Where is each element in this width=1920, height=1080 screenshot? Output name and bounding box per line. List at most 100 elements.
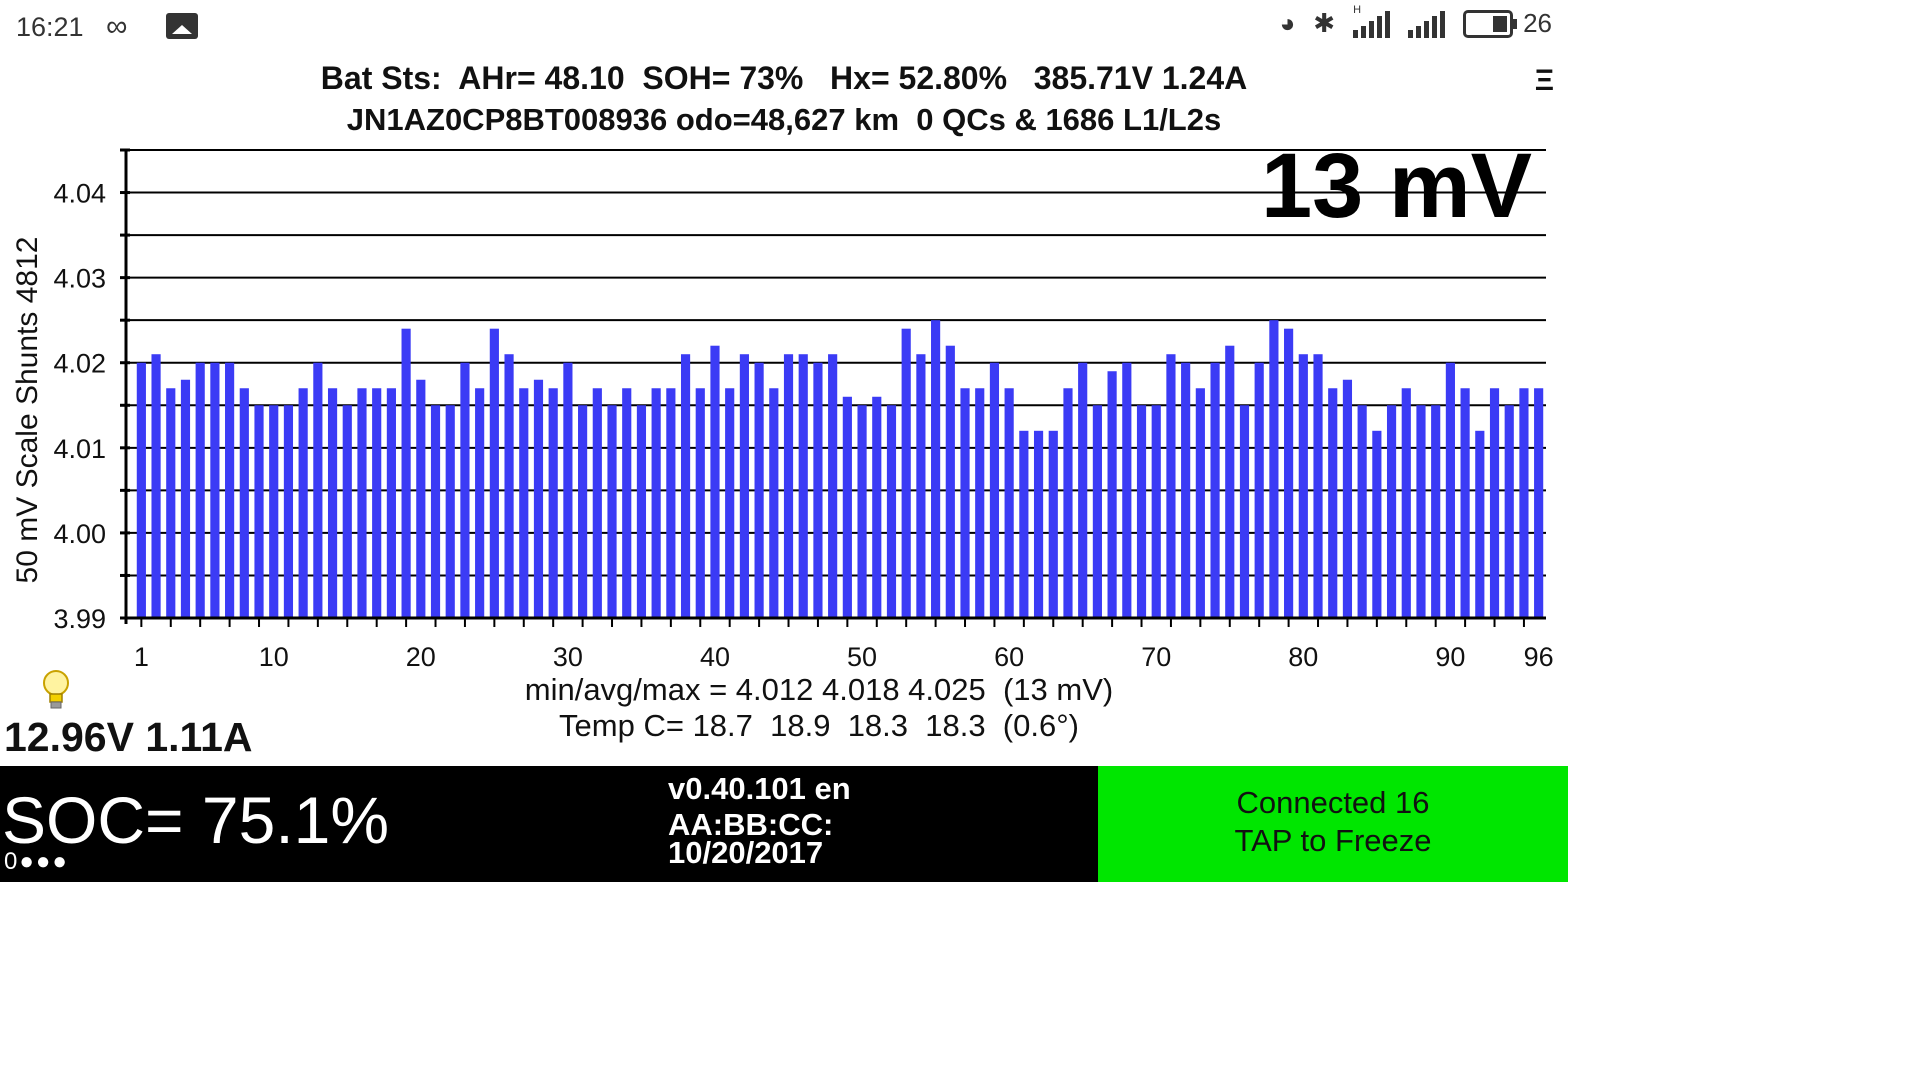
x-tick-label: 20 [406, 642, 436, 672]
chart-bar [1519, 388, 1529, 618]
freeze-button[interactable]: Connected 16 TAP to Freeze [1098, 766, 1568, 882]
status-icons: ◕ ✱ H 26 [1279, 4, 1552, 39]
battery-icon [1463, 9, 1518, 38]
chart-bar [327, 388, 338, 618]
chart-bar [1342, 379, 1353, 618]
x-tick-label: 50 [847, 642, 877, 672]
chart-bar [872, 396, 882, 618]
chart-bar [1225, 345, 1235, 618]
chart-bar [783, 354, 794, 618]
chart-bar [1416, 405, 1426, 618]
hplus-label: H [1353, 3, 1362, 16]
x-tick-label: 40 [700, 642, 730, 672]
chart-bar [1401, 388, 1411, 618]
x-tick-label: 70 [1141, 642, 1171, 672]
version-info: v0.40.101 en AA:BB:CC: 10/20/2017 [668, 771, 851, 870]
chart-bar [460, 362, 470, 618]
chart-bar [445, 405, 455, 618]
menu-icon[interactable]: Ξ [1534, 64, 1554, 97]
x-tick-label: 1 [134, 642, 149, 672]
chart-bar [651, 388, 661, 618]
pack-voltage-current: 12.96V 1.11A [4, 714, 253, 760]
chart-bar [989, 362, 1000, 618]
chart-bar [1504, 405, 1514, 618]
chart-bar [504, 354, 514, 618]
chart-bar [975, 388, 985, 618]
infinity-icon: ∞ [106, 10, 128, 43]
progress-dots: 0●●● [4, 848, 69, 875]
chart-bar [842, 396, 852, 618]
tap-freeze-label: TAP to Freeze [1234, 823, 1432, 858]
chart-bar [960, 388, 970, 618]
y-tick-label: 3.99 [53, 604, 106, 634]
chart-bar [607, 405, 617, 618]
chart-bar [666, 388, 676, 618]
nfc-icon: ◕ [1279, 8, 1296, 38]
chart-bar [1460, 388, 1470, 618]
chart-bar [1269, 320, 1279, 618]
y-tick-label: 4.00 [53, 519, 106, 549]
signal-icon [1408, 10, 1446, 38]
x-tick-label: 10 [259, 642, 289, 672]
chart-bar [1284, 328, 1294, 618]
mac-address: AA:BB:CC: [668, 807, 834, 842]
chart-bar [254, 405, 264, 618]
chart-bar [180, 379, 191, 618]
chart-bar [636, 405, 647, 618]
chart-bar [622, 388, 632, 618]
chart-bar [1475, 430, 1485, 618]
chart-bar [386, 388, 396, 618]
chart-bar [945, 345, 955, 618]
chart-bar [695, 388, 705, 618]
chart-bar [548, 388, 558, 618]
version-label: v0.40.101 en [668, 771, 851, 806]
chart-bar [739, 354, 749, 618]
voltage-stats: min/avg/max = 4.012 4.018 4.025 (13 mV) [524, 672, 1114, 707]
chart-bar [239, 388, 249, 618]
chart-bar [563, 362, 573, 618]
status-time: 16:21 [16, 12, 84, 42]
chart-bar [430, 405, 441, 618]
lightbulb-icon[interactable] [40, 668, 72, 712]
bottom-bar: SOC= 75.1% 0●●● v0.40.101 en AA:BB:CC: 1… [0, 766, 1568, 882]
chart-bar [916, 354, 926, 618]
chart-bar [1372, 430, 1382, 618]
chart-bar [1048, 430, 1058, 618]
build-date: 10/20/2017 [668, 835, 824, 870]
chart-bar [1004, 388, 1014, 618]
chart-bar [680, 354, 691, 618]
y-tick-label: 4.02 [53, 349, 106, 379]
chart-bar [1019, 430, 1029, 618]
vehicle-info-line: JN1AZ0CP8BT008936 odo=48,627 km 0 QCs & … [346, 102, 1222, 137]
connected-label: Connected 16 [1236, 785, 1430, 820]
chart-bar [342, 405, 352, 618]
chart-bar [828, 354, 838, 618]
chart-bar [1092, 405, 1102, 618]
chart-bar [710, 345, 720, 618]
chart-bar [298, 388, 308, 618]
cell-voltage-chart[interactable]: 4.04 4.03 4.02 4.01 4.00 3.99 1 10 20 30 40 50 60 70 8… [0, 140, 1568, 680]
chart-bar [1210, 362, 1220, 618]
chart-bar [283, 405, 294, 618]
chart-bar [1195, 388, 1205, 618]
chart-bar [578, 405, 588, 618]
y-tick-label: 4.04 [53, 179, 106, 209]
chart-bar [857, 405, 867, 618]
chart-bar [1445, 362, 1455, 618]
chart-bar [1033, 430, 1044, 618]
chart-bar [1122, 362, 1132, 618]
chart-bar [1136, 405, 1147, 618]
status-bar: 16:21 ∞ ◕ ✱ H 26 [0, 0, 1568, 56]
chart-bar [1151, 405, 1161, 618]
chart-bar [519, 388, 529, 618]
connection-status: Connected 16 TAP to Freeze [1098, 784, 1568, 860]
chart-bar [1489, 388, 1500, 618]
chart-bar [1239, 405, 1250, 618]
image-icon [166, 13, 198, 39]
soc-display: SOC= 75.1% [2, 783, 390, 857]
chart-bar [1357, 405, 1367, 618]
battery-indicator: 26 [1463, 8, 1552, 39]
y-tick-label: 4.03 [53, 264, 106, 294]
chart-bar [901, 328, 911, 618]
chart-bar [886, 405, 897, 618]
